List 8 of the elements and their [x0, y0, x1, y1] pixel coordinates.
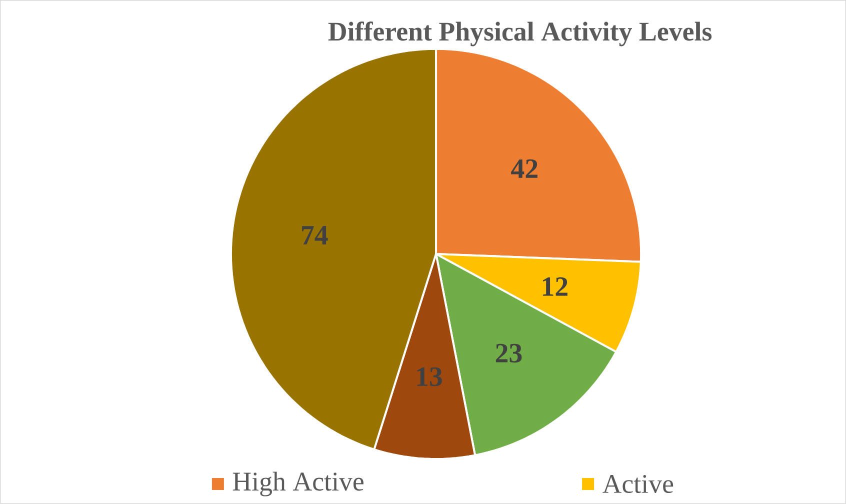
chart-title: Different Physical Activity Levels — [328, 22, 712, 46]
data-label: 23 — [496, 344, 522, 363]
legend-label: Active — [602, 475, 674, 494]
data-label: 12 — [542, 277, 568, 296]
data-label: 42 — [511, 159, 538, 178]
data-label: 74 — [302, 226, 328, 244]
data-label: 13 — [417, 367, 442, 386]
legend-label: High Active — [232, 472, 364, 496]
